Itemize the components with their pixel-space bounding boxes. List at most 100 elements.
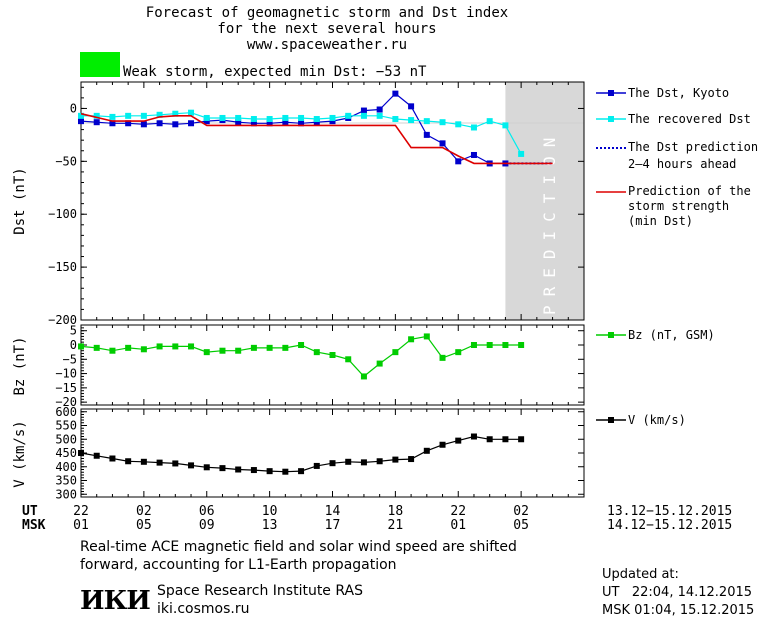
ut-tick-label: 22 <box>73 504 89 519</box>
legend-v-label: V (km/s) <box>628 413 686 427</box>
dst-series-1-point <box>376 112 383 119</box>
ut-tick-label: 02 <box>136 504 152 519</box>
v-ytick-label: 450 <box>55 446 77 460</box>
footnote-line-2: forward, accounting for L1-Earth propaga… <box>80 557 397 573</box>
dst-series-1-point <box>125 112 132 119</box>
ut-tick-label: 10 <box>262 504 278 519</box>
dst-series-0-point <box>282 119 289 126</box>
dst-series-0-point <box>250 120 257 127</box>
dst-series-1-point <box>298 114 305 121</box>
dst-ytick-label: 0 <box>70 101 77 115</box>
v-ytick-label: 500 <box>55 432 77 446</box>
chart-title-line-1: Forecast of geomagnetic storm and Dst in… <box>146 5 508 21</box>
bz-series-0-point <box>360 373 367 380</box>
bz-ytick-label: −5 <box>63 352 77 366</box>
dst-series-0-point <box>329 118 336 125</box>
v-series-0-point <box>266 468 273 475</box>
bz-series-0-point <box>140 346 147 353</box>
msk-tick-label: 17 <box>325 518 341 533</box>
legend-dst-prediction-label-2: 2–4 hours ahead <box>628 157 736 171</box>
updated-label: Updated at: <box>602 567 679 582</box>
dst-axis-label: Dst (nT) <box>12 167 28 234</box>
dst-series-1-point <box>345 112 352 119</box>
institute-url[interactable]: iki.cosmos.ru <box>157 601 250 617</box>
bz-series-0-point <box>408 336 415 343</box>
bz-series-0-point <box>125 344 132 351</box>
dst-series-0-point <box>470 151 477 158</box>
dst-series-3-line <box>80 112 553 165</box>
dst-series-0-point <box>266 120 273 127</box>
bz-axis-label: Bz (nT) <box>12 336 28 395</box>
msk-tick-label: 21 <box>388 518 404 533</box>
dst-series-0-point <box>408 103 415 110</box>
dst-series-0-point <box>423 131 430 138</box>
dst-series-1-point <box>140 112 147 119</box>
bz-plot-frame <box>80 324 585 406</box>
msk-tick-label: 09 <box>199 518 215 533</box>
bz-series-0-point <box>455 349 462 356</box>
storm-level-label: Weak storm, expected min Dst: −53 nT <box>123 64 427 80</box>
legend-dst-prediction-label-1: The Dst prediction <box>628 140 758 154</box>
dst-panel: PREDICTION Dst (nT) 0 −50 −100 −150 −200 <box>12 81 585 327</box>
bz-series-0-point <box>518 342 525 348</box>
dst-series-1-point <box>360 112 367 119</box>
footnote: Real-time ACE magnetic field and solar w… <box>80 538 517 574</box>
legend-dst-kyoto-marker <box>608 90 614 96</box>
bz-series-0-point <box>439 354 446 361</box>
dst-series-0-point <box>392 90 399 97</box>
v-ytick-label: 300 <box>55 487 77 501</box>
bz-series-0-point <box>313 349 320 356</box>
v-series-0-point <box>203 464 210 471</box>
dst-series-1-point <box>109 113 116 120</box>
v-series-0-point <box>188 462 195 469</box>
v-series-0-line <box>80 435 522 473</box>
legend-recovered-dst-marker <box>608 116 614 122</box>
dst-series-1-point <box>250 116 257 123</box>
v-series-0-point <box>470 433 477 440</box>
dst-series-0-point <box>140 121 147 128</box>
legend-storm-strength-label-2: storm strength <box>628 199 729 213</box>
msk-tick-label: 13 <box>262 518 278 533</box>
chart: Forecast of geomagnetic storm and Dst in… <box>12 5 758 533</box>
dst-series-1-point <box>502 122 509 129</box>
dst-series-0-point <box>188 120 195 127</box>
dst-series-1-point <box>486 118 493 125</box>
v-series-0-point <box>502 436 509 443</box>
dst-series-0-point <box>109 120 116 127</box>
msk-date-range: 14.12−15.12.2015 <box>607 518 732 533</box>
bz-series-0-point <box>298 342 305 348</box>
updated-msk: MSK 01:04, 15.12.2015 <box>602 603 755 618</box>
v-series-0-point <box>313 462 320 469</box>
bz-ytick-label: −20 <box>55 395 77 409</box>
v-series-0-point <box>298 468 305 475</box>
bz-ytick-label: −10 <box>55 367 77 381</box>
dst-series-1-point <box>156 111 163 118</box>
v-series-0-point <box>125 458 132 465</box>
dst-series-0-point <box>172 121 179 128</box>
v-ytick-label: 400 <box>55 460 77 474</box>
ut-row-label: UT <box>22 504 38 519</box>
bz-ytick-label: −15 <box>55 381 77 395</box>
dst-series-1-point <box>518 150 525 157</box>
msk-tick-label: 01 <box>73 518 89 533</box>
bz-series-0-point <box>329 352 336 358</box>
institute-block: Space Research Institute RAS iki.cosmos.… <box>157 582 363 618</box>
bz-series-0-point <box>235 347 242 354</box>
update-info: Updated at: UT 22:04, 14.12.2015 MSK 01:… <box>602 566 754 620</box>
legend: The Dst, Kyoto The recovered Dst The Dst… <box>596 86 758 427</box>
ut-tick-label: 06 <box>199 504 215 519</box>
bz-panel: Bz (nT) 50−5−10−15−20 <box>12 324 585 409</box>
v-ytick-label: 600 <box>55 405 77 419</box>
updated-ut: UT 22:04, 14.12.2015 <box>602 585 753 600</box>
msk-tick-label: 01 <box>450 518 466 533</box>
v-series-0-point <box>439 441 446 448</box>
dst-series-1-point <box>203 114 210 121</box>
bz-series-0-point <box>203 349 210 356</box>
legend-dst-kyoto-label: The Dst, Kyoto <box>628 86 729 100</box>
chart-title-line-2: for the next several hours <box>217 21 436 37</box>
dst-series-0-point <box>235 119 242 126</box>
dst-series-0-point <box>93 119 100 126</box>
dst-series-1-point <box>282 114 289 121</box>
bz-series-0-point <box>502 342 509 348</box>
